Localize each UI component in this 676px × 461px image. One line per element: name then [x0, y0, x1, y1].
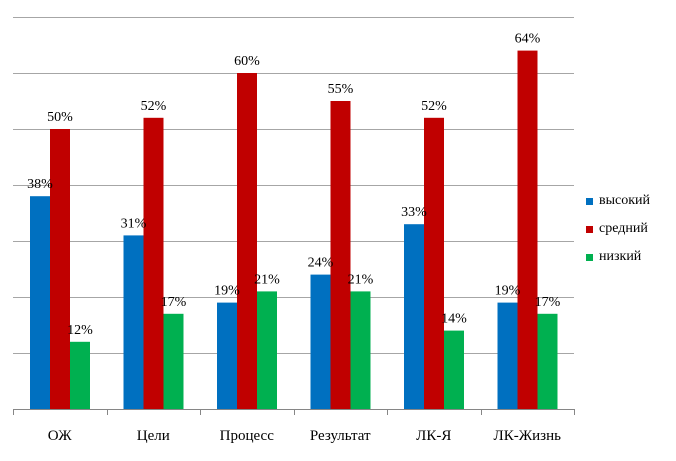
bar [330, 101, 351, 409]
bar [123, 235, 144, 409]
data-label: 33% [401, 205, 427, 220]
data-label: 31% [121, 216, 147, 231]
bar [50, 129, 70, 409]
bar [497, 302, 518, 409]
data-label: 64% [515, 32, 541, 47]
x-tick-label: ЛК-Я [416, 428, 451, 444]
legend-swatch-low [586, 254, 593, 261]
x-axis-tick-labels: ОЖ Цели Процесс Результат ЛК-Я ЛК-Жизнь [48, 428, 561, 444]
data-label: 52% [141, 99, 167, 114]
bar [537, 313, 558, 409]
data-label: 52% [421, 99, 447, 114]
legend-item-medium: средний [586, 221, 676, 249]
legend-item-high: высокий [586, 193, 676, 221]
x-tick-label: ОЖ [48, 428, 72, 444]
legend-label-medium: средний [599, 221, 648, 236]
data-label: 21% [348, 272, 374, 287]
data-label: 17% [161, 295, 187, 310]
x-tick-label: Процесс [220, 428, 275, 444]
bar [30, 196, 50, 409]
data-labels: 38% 50% 12% 31% 52% 17% 19% 60% 21% 24% 55% 21% 33% 5… [27, 32, 561, 338]
x-tick-label: Результат [310, 428, 371, 444]
data-label: 50% [47, 110, 73, 125]
legend-swatch-high [586, 198, 593, 205]
bar [310, 274, 331, 409]
bar-series [30, 50, 558, 410]
gridlines [13, 17, 575, 415]
bar [424, 117, 444, 410]
x-tick-label: ЛК-Жизнь [494, 428, 562, 444]
data-label: 60% [234, 54, 260, 69]
data-label: 24% [308, 256, 334, 271]
legend: высокий средний низкий [586, 193, 676, 277]
data-label: 17% [535, 295, 561, 310]
data-label: 38% [27, 177, 53, 192]
x-tick-label: Цели [137, 428, 170, 444]
bar [257, 291, 277, 409]
bar [70, 341, 90, 409]
bar [237, 73, 257, 409]
legend-swatch-medium [586, 226, 593, 233]
legend-label-high: высокий [599, 193, 651, 208]
data-label: 14% [441, 312, 467, 327]
bar [163, 313, 184, 409]
data-label: 19% [495, 284, 521, 299]
bar [143, 117, 164, 410]
legend-label-low: низкий [599, 249, 642, 264]
bar [517, 50, 538, 409]
legend-item-low: низкий [586, 249, 676, 277]
bar [350, 291, 371, 409]
data-label: 19% [214, 284, 240, 299]
bar [404, 224, 424, 409]
data-label: 12% [67, 323, 93, 338]
data-label: 55% [328, 82, 354, 97]
bar [217, 302, 237, 409]
data-label: 21% [254, 272, 280, 287]
bar [444, 330, 464, 409]
